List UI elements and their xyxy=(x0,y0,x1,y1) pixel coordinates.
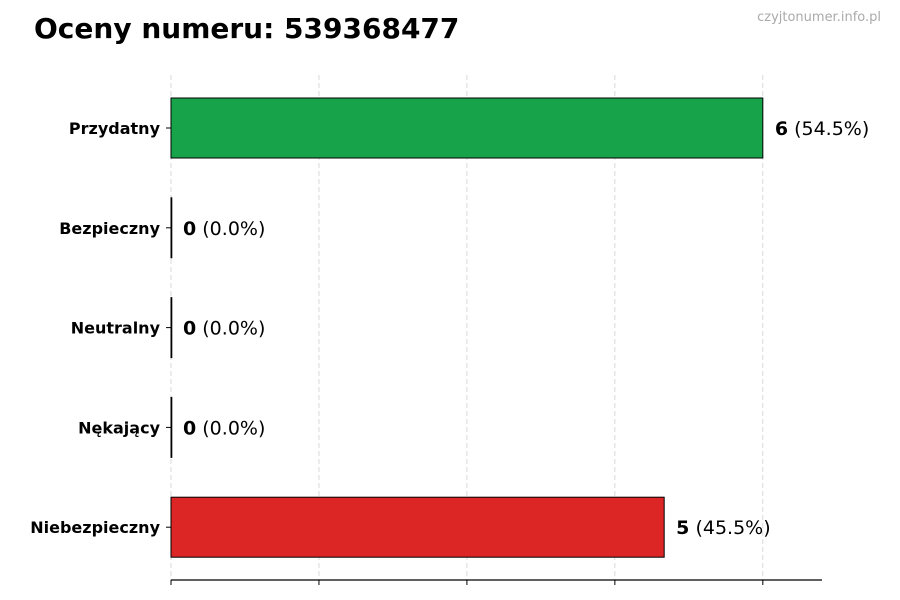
value-count: 0 xyxy=(183,218,196,240)
category-label: Niebezpieczny xyxy=(30,518,160,537)
bar-4 xyxy=(170,496,665,558)
value-label: 6 (54.5%) xyxy=(775,118,869,140)
category-label: Bezpieczny xyxy=(59,219,160,238)
value-percent: (54.5%) xyxy=(788,118,869,140)
value-label: 0 (0.0%) xyxy=(183,417,265,439)
value-count: 0 xyxy=(183,417,196,439)
value-count: 0 xyxy=(183,318,196,340)
value-label: 0 (0.0%) xyxy=(183,218,265,240)
value-percent: (45.5%) xyxy=(689,517,770,539)
bar-2 xyxy=(170,297,173,359)
value-label: 0 (0.0%) xyxy=(183,318,265,340)
bar-0 xyxy=(170,97,764,159)
value-label: 5 (45.5%) xyxy=(676,517,770,539)
watermark: czyjtonumer.info.pl xyxy=(757,10,881,25)
value-count: 5 xyxy=(676,517,689,539)
category-label: Neutralny xyxy=(71,319,161,338)
category-label: Nękający xyxy=(78,418,160,437)
category-label: Przydatny xyxy=(69,119,161,138)
bar-3 xyxy=(170,396,173,458)
value-percent: (0.0%) xyxy=(196,218,265,240)
value-percent: (0.0%) xyxy=(196,318,265,340)
value-percent: (0.0%) xyxy=(196,417,265,439)
bar-1 xyxy=(170,197,173,259)
chart-title: Oceny numeru: 539368477 xyxy=(34,12,460,45)
value-count: 6 xyxy=(775,118,788,140)
